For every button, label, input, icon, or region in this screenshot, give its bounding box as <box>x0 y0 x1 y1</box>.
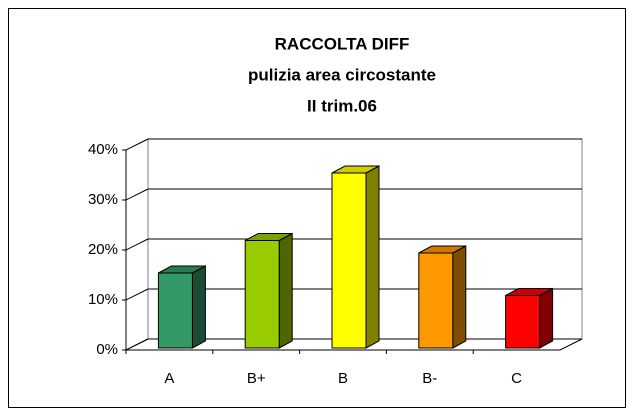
bar <box>157 272 193 349</box>
bar-side <box>278 232 293 349</box>
bar <box>418 252 454 349</box>
chart-title: RACCOLTA DIFF <box>275 34 410 53</box>
bar-side <box>539 287 554 349</box>
y-tick-label: 10% <box>88 291 118 308</box>
chart-title: pulizia area circostante <box>248 65 436 84</box>
x-tick-label: B <box>338 370 348 387</box>
x-tick-label: A <box>164 370 174 387</box>
x-tick-label: C <box>511 370 522 387</box>
y-tick-label: 40% <box>88 141 118 158</box>
y-tick-label: 20% <box>88 241 118 258</box>
y-tick-label: 0% <box>96 341 118 358</box>
bar-side <box>452 245 467 349</box>
y-tick-label: 30% <box>88 191 118 208</box>
x-tick-label: B+ <box>247 370 266 387</box>
grid-line <box>125 338 149 351</box>
bar-side <box>191 265 206 349</box>
grid-line <box>125 138 149 151</box>
x-tick-label: B- <box>422 370 437 387</box>
bar-side <box>365 165 380 349</box>
bar <box>244 240 280 349</box>
bar <box>505 295 541 349</box>
grid-line <box>125 288 149 301</box>
chart-title: II trim.06 <box>307 96 377 115</box>
grid-line <box>125 238 149 251</box>
bar <box>331 172 367 349</box>
grid-line <box>125 188 149 201</box>
